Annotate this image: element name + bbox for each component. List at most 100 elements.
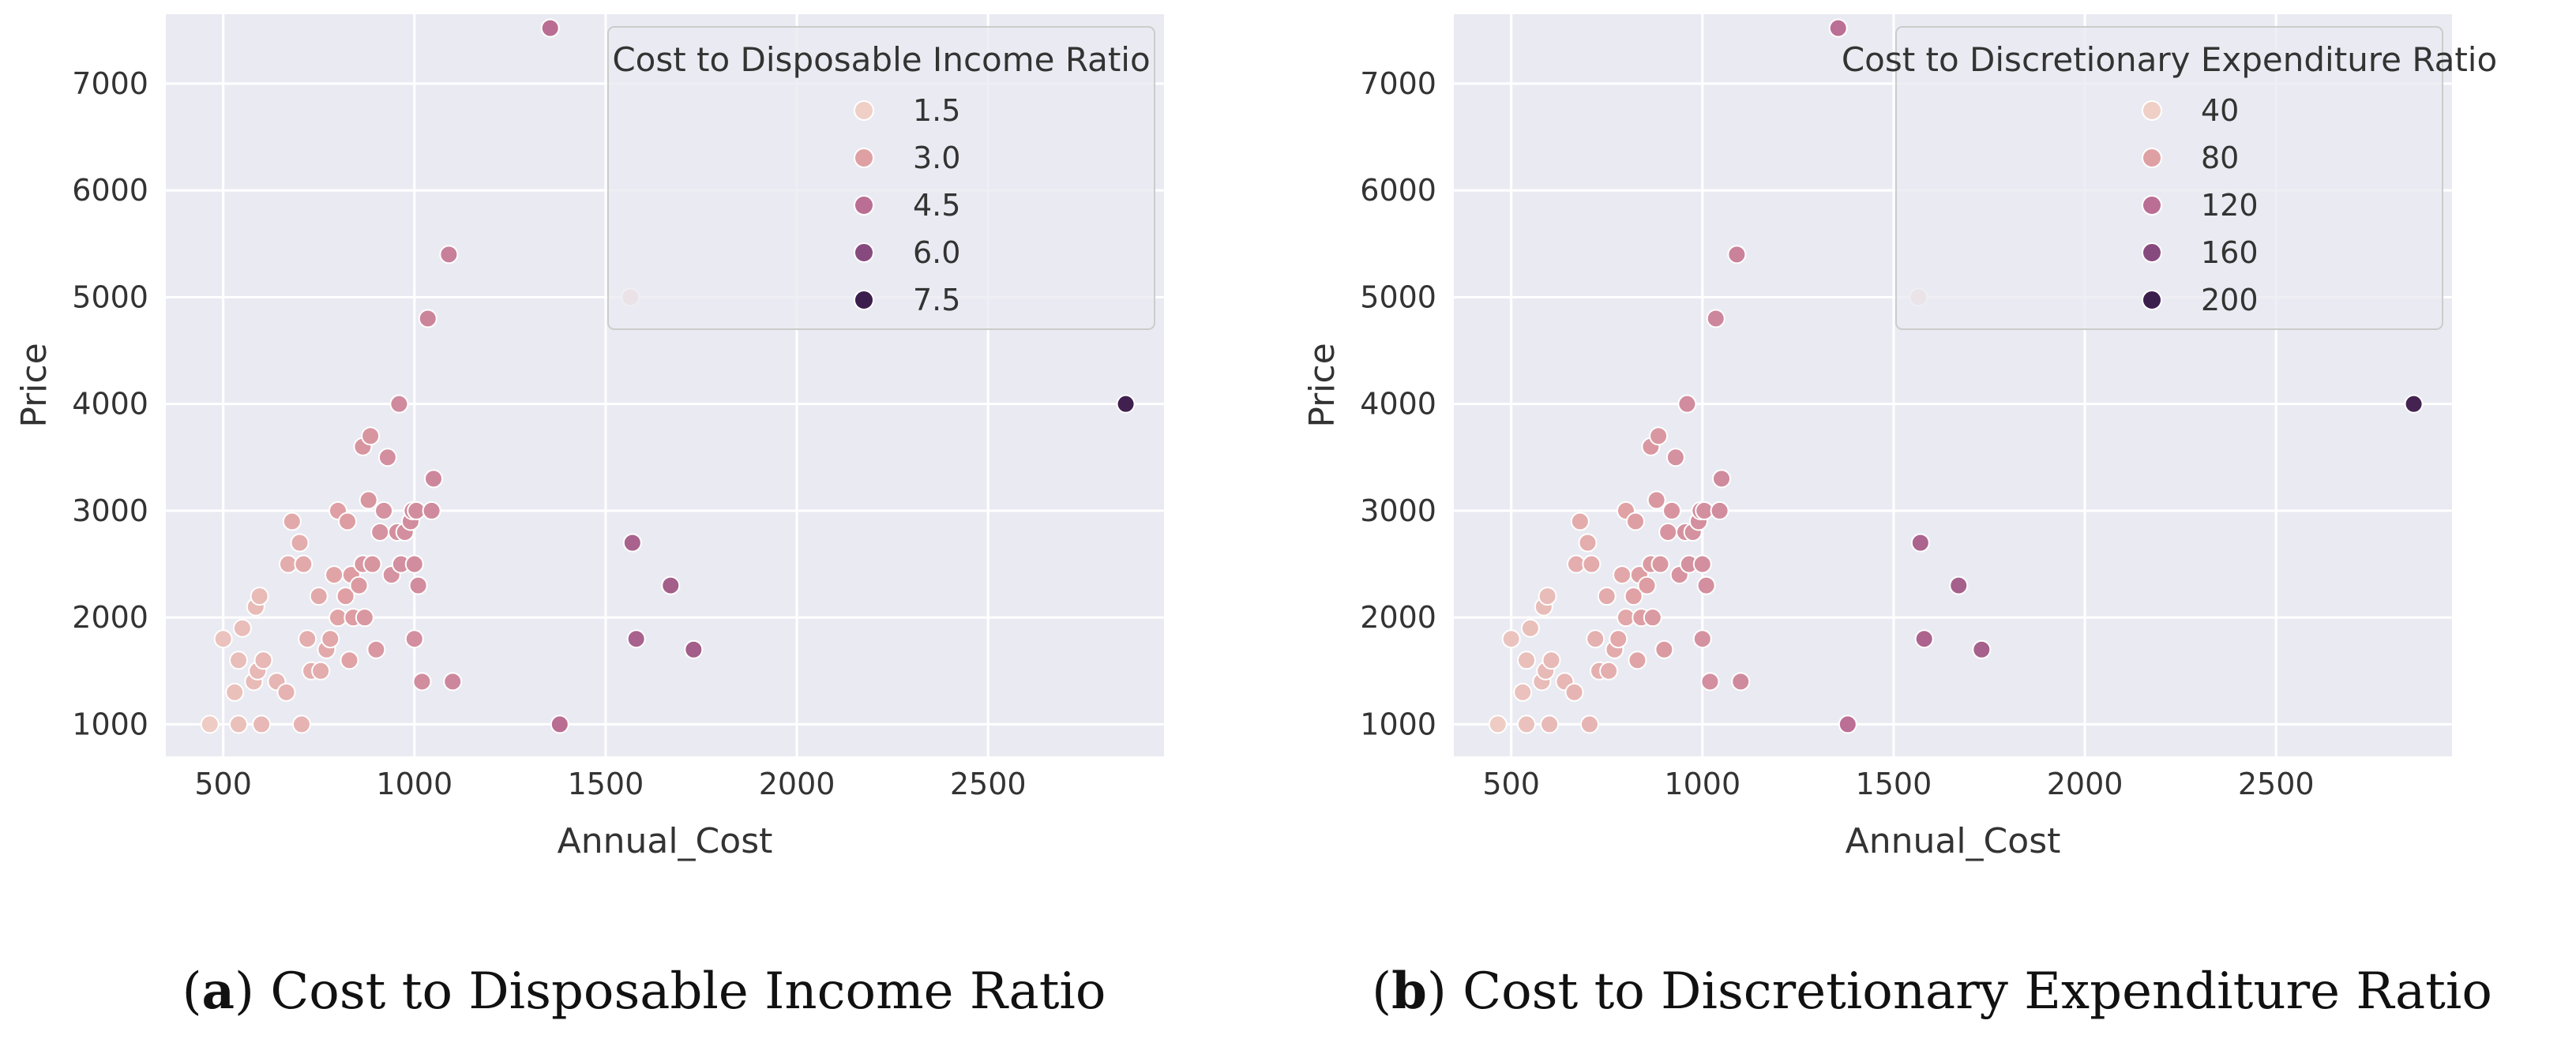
legend-marker xyxy=(854,242,874,263)
data-point xyxy=(550,715,569,734)
data-point xyxy=(291,715,311,734)
y-tick-label: 5000 xyxy=(1360,279,1436,314)
data-point xyxy=(321,629,340,649)
data-point xyxy=(412,672,432,692)
data-point xyxy=(229,715,249,734)
data-point xyxy=(1838,715,1857,734)
data-point xyxy=(374,501,394,520)
x-axis-label: Annual_Cost xyxy=(558,821,773,861)
data-point xyxy=(1649,426,1669,446)
y-tick-label: 6000 xyxy=(1360,173,1436,208)
x-tick-label: 2500 xyxy=(950,767,1027,801)
legend-title: Cost to Discretionary Expenditure Ratio xyxy=(1842,40,2497,79)
data-point xyxy=(1731,672,1751,692)
caption-b: (b) Cost to Discretionary Expenditure Ra… xyxy=(1372,962,2492,1021)
data-point xyxy=(340,651,359,670)
data-point xyxy=(1541,651,1561,670)
data-point xyxy=(1626,512,1646,531)
data-point xyxy=(213,629,233,649)
y-tick-label: 5000 xyxy=(72,279,148,314)
scatter-plot-a: 500 1000 1500 2000 2500 1000 2000 3000 4000 5000 6… xyxy=(14,14,1164,861)
data-point xyxy=(282,512,302,531)
data-point xyxy=(1677,394,1697,414)
data-point xyxy=(359,490,378,510)
data-point xyxy=(1637,576,1657,595)
legend-marker xyxy=(2142,242,2162,263)
x-tick-label: 1000 xyxy=(376,767,452,801)
data-points xyxy=(200,18,1136,734)
scatter-plot-b: 500 1000 1500 2000 2500 1000 2000 3000 4000 5000 6… xyxy=(1302,14,2497,861)
data-point xyxy=(2404,394,2424,414)
y-tick-label: 7000 xyxy=(72,66,148,101)
legend: Cost to Discretionary Expenditure Ratio 4… xyxy=(1842,26,2497,330)
data-point xyxy=(290,533,310,553)
data-point xyxy=(232,618,252,638)
panel-a: 500 1000 1500 2000 2500 1000 2000 3000 4000 5000 6… xyxy=(14,14,1164,1021)
data-point xyxy=(377,448,397,467)
data-point xyxy=(422,501,441,520)
data-point xyxy=(1650,554,1670,574)
data-point xyxy=(443,672,463,692)
data-point xyxy=(1696,576,1716,595)
data-point xyxy=(1654,640,1674,659)
data-point xyxy=(200,715,220,734)
legend-entry-label: 80 xyxy=(2201,141,2239,175)
data-point xyxy=(404,629,424,649)
data-point xyxy=(309,587,329,606)
data-point xyxy=(1586,629,1605,649)
data-point xyxy=(229,651,249,670)
data-point xyxy=(1579,715,1599,734)
data-point xyxy=(1517,715,1537,734)
legend-entry-label: 120 xyxy=(2201,188,2259,223)
data-point xyxy=(626,629,646,649)
x-tick-label: 2000 xyxy=(759,767,836,801)
data-point xyxy=(1692,554,1712,574)
data-point xyxy=(1914,629,1934,649)
data-point xyxy=(1706,309,1725,328)
x-tick-label: 500 xyxy=(194,767,252,801)
legend: Cost to Disposable Income Ratio 1.5 3.0 4.5… xyxy=(607,26,1155,330)
data-point xyxy=(311,661,331,681)
data-point xyxy=(408,576,428,595)
x-tick-label: 2000 xyxy=(2047,767,2124,801)
y-tick-label: 6000 xyxy=(72,173,148,208)
data-point xyxy=(1628,651,1647,670)
legend-marker xyxy=(2142,100,2162,121)
legend-marker xyxy=(2142,290,2162,310)
data-point xyxy=(1972,640,1992,659)
data-point xyxy=(389,394,409,414)
data-point xyxy=(1597,587,1617,606)
data-point xyxy=(338,512,358,531)
data-point xyxy=(1828,18,1848,38)
y-tick-label: 4000 xyxy=(1360,387,1436,422)
data-point xyxy=(325,565,344,585)
legend-entry-label: 1.5 xyxy=(913,93,960,128)
caption-b-text: Cost to Discretionary Expenditure Ratio xyxy=(1463,962,2492,1021)
y-tick-label: 7000 xyxy=(1360,66,1436,101)
y-axis-label: Price xyxy=(14,343,54,427)
data-point xyxy=(1578,533,1598,553)
data-point xyxy=(1647,490,1666,510)
caption-a-text: Cost to Disposable Income Ratio xyxy=(270,962,1106,1021)
data-point xyxy=(1624,587,1643,606)
data-point xyxy=(684,640,704,659)
legend-entry-label: 6.0 xyxy=(913,235,960,270)
data-point xyxy=(253,651,273,670)
data-point xyxy=(1599,661,1619,681)
data-point xyxy=(366,640,386,659)
data-point xyxy=(1665,448,1685,467)
x-tick-label: 2500 xyxy=(2238,767,2315,801)
data-point xyxy=(540,18,560,38)
data-point xyxy=(418,309,437,328)
data-point xyxy=(294,554,314,574)
data-point xyxy=(349,576,369,595)
data-point xyxy=(1570,512,1590,531)
legend-marker xyxy=(2142,148,2162,168)
data-point xyxy=(1658,522,1678,542)
data-point xyxy=(404,554,424,574)
y-tick-label: 1000 xyxy=(1360,707,1436,741)
data-point xyxy=(362,554,382,574)
data-point xyxy=(661,576,681,595)
data-point xyxy=(1700,672,1720,692)
data-point xyxy=(1710,501,1729,520)
